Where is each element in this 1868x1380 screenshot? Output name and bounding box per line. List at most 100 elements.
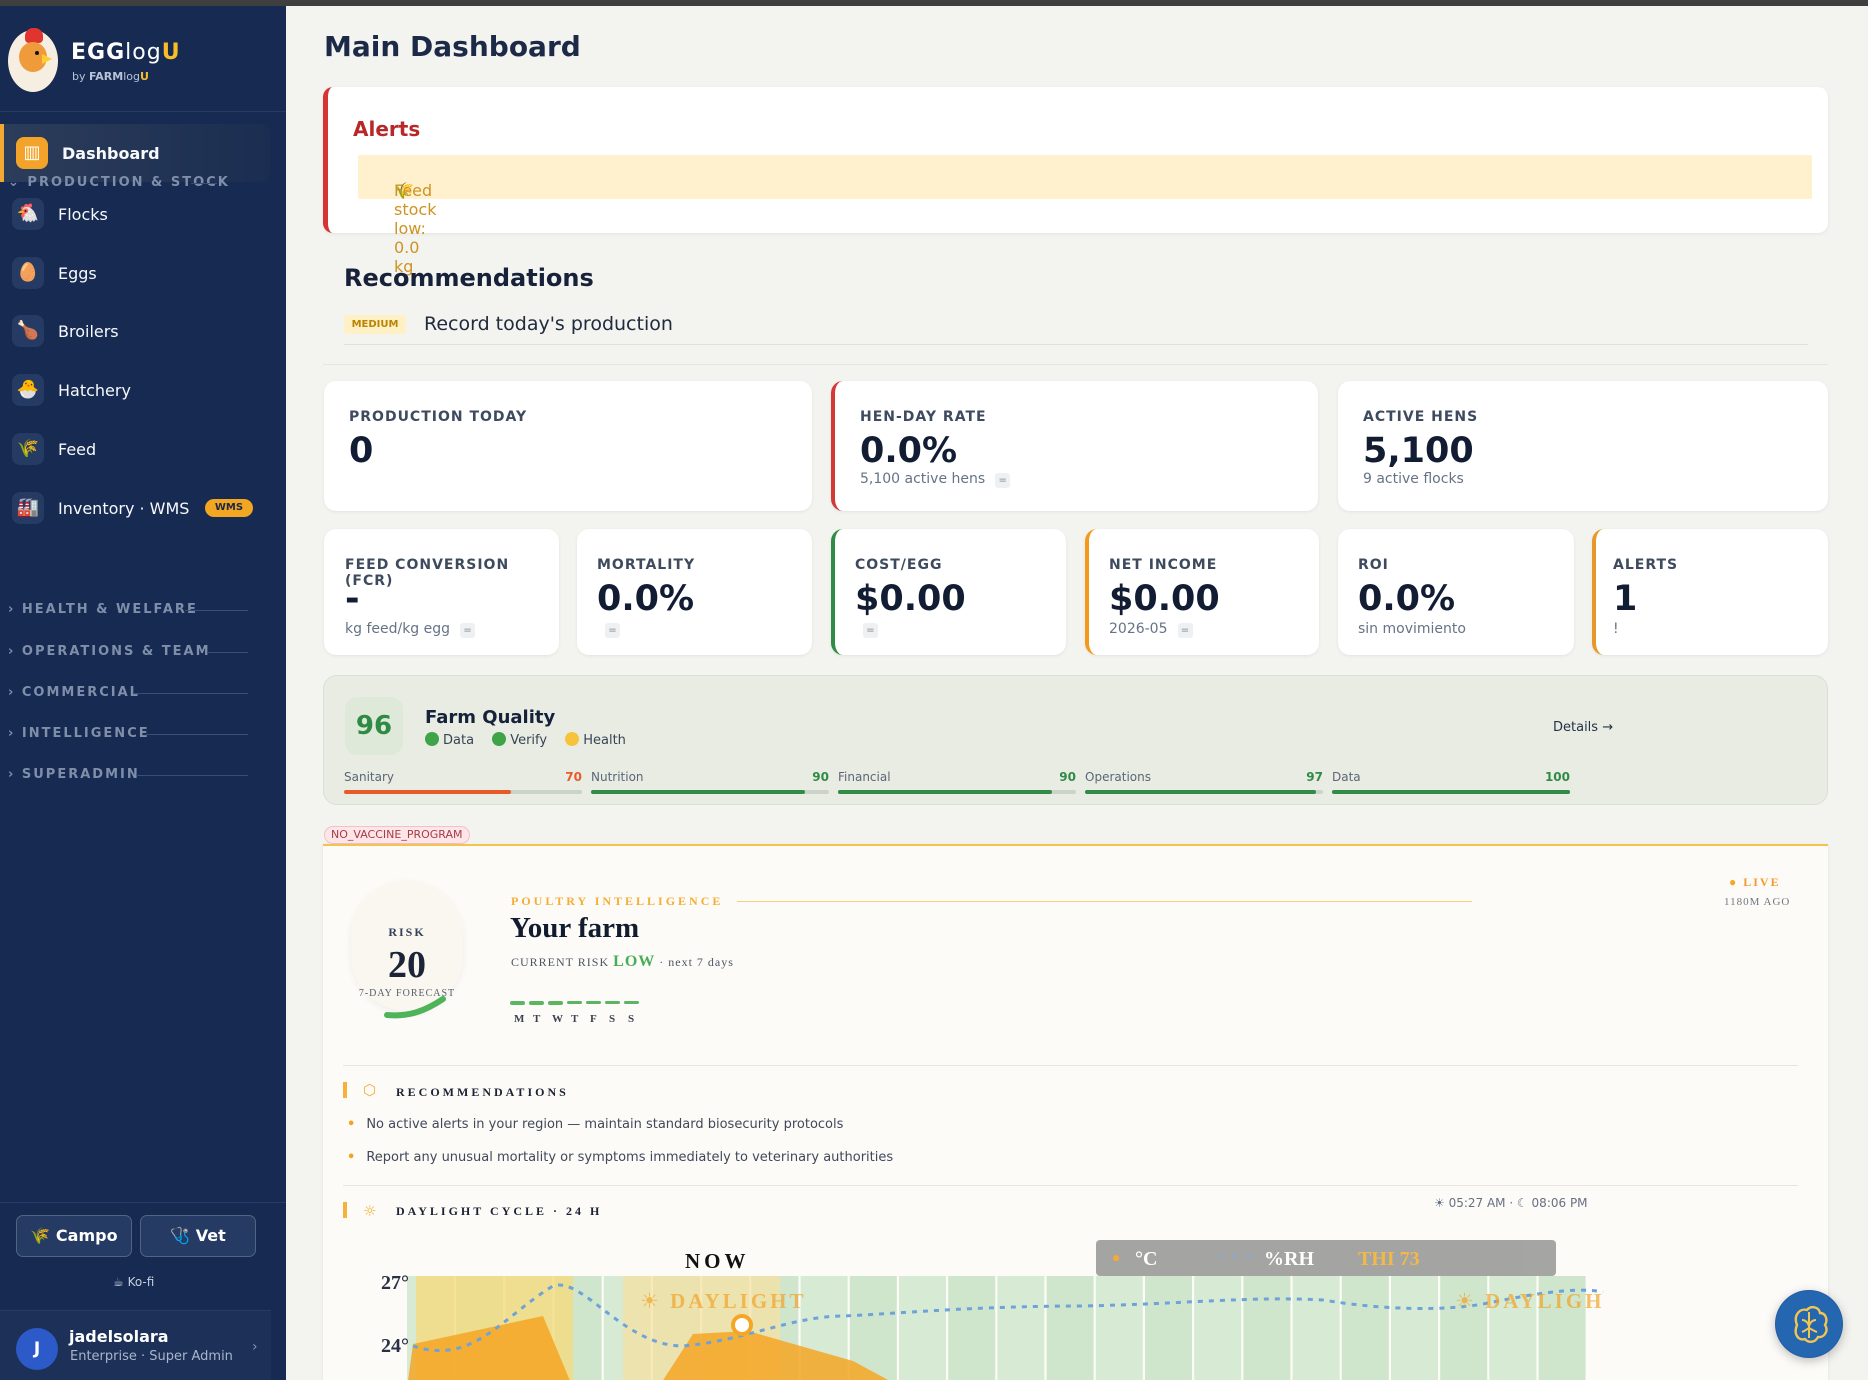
hour-band [1194, 1276, 1242, 1380]
kpi-cost-egg[interactable]: COST/EGG $0.00 = [831, 529, 1066, 655]
kpi-sub: 2026-05 = [1109, 621, 1193, 638]
kpi-value: $0.00 [855, 579, 966, 619]
quality-metric-fill [838, 790, 1052, 794]
brand[interactable]: EGGlogU by FARMlogU [0, 6, 286, 112]
legend-rh: %RH [1264, 1248, 1314, 1270]
section-operations-team[interactable]: › OPERATIONS & TEAM [8, 644, 248, 659]
details-link[interactable]: Details → [1553, 720, 1614, 735]
risk-gauge-arc [384, 996, 446, 1019]
sidebar-item-label: Hatchery [58, 381, 131, 400]
section-production-stock[interactable]: ⌄ PRODUCTION & STOCK [8, 175, 230, 190]
kpi-net-income[interactable]: NET INCOME $0.00 2026-05 = [1085, 529, 1319, 655]
quality-metric-name: Nutrition [591, 770, 644, 784]
forecast-day-label: T [571, 1013, 579, 1025]
quality-metric-financial: Financial 90 [838, 770, 1076, 800]
kpi-sub: ! [1613, 621, 1619, 637]
sidebar-item-label: Inventory · WMS [58, 499, 190, 518]
drumstick-icon: 🍗 [12, 315, 44, 347]
quality-metric-nutrition: Nutrition 90 [591, 770, 829, 800]
now-marker [731, 1314, 753, 1336]
kpi-production-today[interactable]: PRODUCTION TODAY 0 [324, 381, 812, 511]
kpi-label: HEN-DAY RATE [860, 409, 987, 425]
recommendation-text[interactable]: Record today's production [424, 313, 673, 335]
user-profile[interactable]: J jadelsolara Enterprise · Super Admin › [0, 1310, 271, 1380]
hour-band [1095, 1276, 1143, 1380]
section-superadmin[interactable]: › SUPERADMIN [8, 767, 248, 782]
status-dot-icon [565, 732, 580, 746]
sidebar-item-label: Eggs [58, 264, 97, 283]
ai-assistant-button[interactable] [1775, 1290, 1843, 1358]
kpi-roi[interactable]: ROI 0.0% sin movimiento [1338, 529, 1574, 655]
intelligence-kicker: POULTRY INTELLIGENCE [511, 894, 724, 908]
risk-gauge: RISK 20 7-DAY FORECAST [351, 881, 463, 1019]
farm-title: Your farm [510, 912, 640, 944]
hour-band [948, 1276, 996, 1380]
kpi-value: 0 [349, 431, 374, 471]
kpi-sub: = [597, 621, 620, 638]
forecast-day-bar [567, 1001, 582, 1004]
daylight-chart: 27° 24° NOW ☀ DAYLIGHT ☀ DAYLIGH [381, 1249, 1604, 1380]
quality-metric-name: Sanitary [344, 770, 395, 784]
divider [343, 1185, 1798, 1186]
hour-band [1046, 1276, 1094, 1380]
kpi-value: 0.0% [860, 431, 958, 471]
sidebar-item-eggs[interactable]: 🥚 Eggs [0, 248, 270, 298]
quality-metric-value: 70 [565, 770, 582, 784]
daylight-label: ☀ DAYLIGHT [640, 1289, 807, 1313]
kofi-link[interactable]: ☕ Ko-fi [113, 1275, 155, 1289]
sidebar-item-label: Dashboard [62, 144, 160, 163]
kpi-label: FEED CONVERSION (FCR) [345, 557, 510, 589]
sidebar-item-hatchery[interactable]: 🐣 Hatchery [0, 365, 270, 415]
hour-band [1489, 1276, 1537, 1380]
hour-band [1292, 1276, 1340, 1380]
alerts-card: Alerts 🌾 Feed stock low: 0.0 kg [323, 87, 1828, 276]
quality-metric-name: Financial [838, 770, 891, 784]
kpi-hen-day-rate[interactable]: HEN-DAY RATE 0.0% 5,100 active hens = [831, 381, 1318, 511]
alert-item[interactable]: 🌾 Feed stock low: 0.0 kg [358, 155, 1812, 276]
sidebar-item-label: Feed [58, 440, 97, 459]
vet-button[interactable]: 🩺 Vet [140, 1215, 256, 1257]
sidebar-item-dashboard[interactable]: ▥ Dashboard [0, 124, 270, 182]
chicken-icon: 🐔 [12, 198, 44, 230]
brain-icon [1776, 1291, 1842, 1357]
section-intelligence[interactable]: › INTELLIGENCE [8, 726, 248, 741]
poultry-intelligence-panel: RISK 20 7-DAY FORECAST POULTRY INTELLIGE… [323, 844, 1828, 1380]
quality-metric-value: 90 [812, 770, 829, 784]
kpi-sub: = [855, 621, 878, 638]
brand-subtitle: by FARMlogU [72, 70, 149, 83]
alerts-title: Alerts [353, 117, 421, 141]
kpi-sub: 9 active flocks [1363, 471, 1464, 487]
forecast-day-bar [548, 1001, 563, 1005]
forecast-label: 7-DAY FORECAST [358, 988, 456, 999]
section-commercial[interactable]: › COMMERCIAL [8, 685, 248, 700]
campo-button[interactable]: 🌾 Campo [16, 1215, 132, 1257]
coffee-icon: ☕ [113, 1275, 128, 1289]
chevron-right-icon: › [252, 1339, 258, 1355]
kpi-active-hens[interactable]: ACTIVE HENS 5,100 9 active flocks [1338, 381, 1828, 511]
kpi-mortality[interactable]: MORTALITY 0.0% = [577, 529, 812, 655]
kpi-fcr[interactable]: FEED CONVERSION (FCR) - kg feed/kg egg = [324, 529, 559, 655]
kpi-value: $0.00 [1109, 579, 1220, 619]
section-health-welfare[interactable]: › HEALTH & WELFARE [8, 602, 248, 617]
quality-metric-sanitary: Sanitary 70 [344, 770, 582, 800]
kpi-alerts[interactable]: ALERTS 1 ! [1592, 529, 1828, 655]
kpi-value: 1 [1613, 579, 1638, 619]
sidebar-item-broilers[interactable]: 🍗 Broilers [0, 306, 270, 356]
recommendations-section-title: RECOMMENDATIONS [396, 1085, 569, 1099]
stethoscope-icon: 🩺 [170, 1226, 196, 1245]
forecast-day-bar [586, 1001, 601, 1004]
sidebar-item-flocks[interactable]: 🐔 Flocks [0, 189, 270, 239]
temperature-area [408, 1316, 570, 1380]
sidebar-item-feed[interactable]: 🌾 Feed [0, 424, 270, 474]
priority-badge: MEDIUM [344, 315, 406, 334]
forecast-day-label: W [552, 1013, 563, 1025]
page-title: Main Dashboard [324, 30, 581, 63]
warehouse-icon: 🏭 [12, 492, 44, 524]
forecast-day-label: S [628, 1013, 635, 1025]
quality-metric-fill [344, 790, 511, 794]
hour-band [1538, 1276, 1586, 1380]
kpi-value: 0.0% [597, 579, 695, 619]
kpi-sub: sin movimiento [1358, 621, 1466, 637]
sidebar-item-inventory-wms[interactable]: 🏭 Inventory · WMS WMS [0, 483, 270, 533]
